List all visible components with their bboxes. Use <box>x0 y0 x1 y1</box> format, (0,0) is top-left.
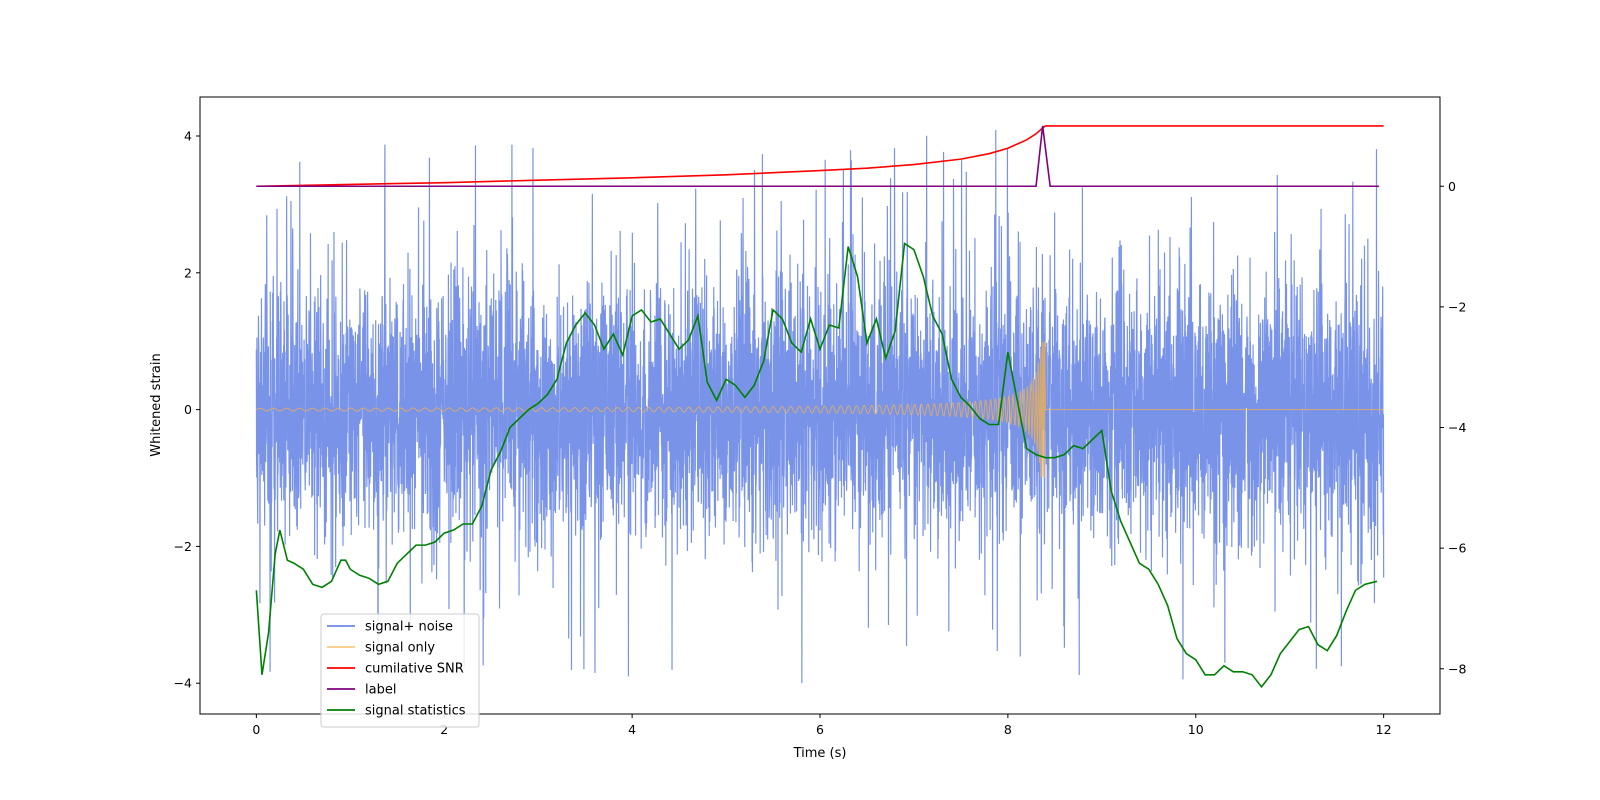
x-axis-title: Time (s) <box>793 746 847 761</box>
y-tick-label: −2 <box>174 539 192 554</box>
y2-tick-label: −6 <box>1448 541 1466 556</box>
series-label <box>256 125 1379 188</box>
x-tick-label: 2 <box>440 722 448 737</box>
y-tick-label: 4 <box>184 128 192 143</box>
series-cumilative-snr <box>256 125 1384 188</box>
legend-box <box>320 613 480 728</box>
y2-tick-label: 0 <box>1448 179 1456 194</box>
x-tick-label: 8 <box>1004 722 1012 737</box>
y-tick-label: 2 <box>184 265 192 280</box>
series-layer <box>255 125 1385 689</box>
x-tick-label: 12 <box>1376 722 1392 737</box>
x-tick-label: 0 <box>252 722 260 737</box>
legend: signal+ noise signal only cumilative SNR la… <box>320 613 480 728</box>
y2-tick-label: −2 <box>1448 299 1466 314</box>
y2-tick-label: −4 <box>1448 420 1466 435</box>
x-tick-label: 4 <box>628 722 636 737</box>
y-tick-label: −4 <box>174 676 192 691</box>
legend-label: signal statistics <box>365 704 466 719</box>
series-signal-noise <box>255 129 1385 684</box>
series-signal-statistics <box>255 242 1378 689</box>
legend-label: signal only <box>365 641 435 656</box>
y-tick-label: 0 <box>184 402 192 417</box>
legend-label: cumilative SNR <box>365 662 464 677</box>
y2-tick-label: −8 <box>1448 661 1466 676</box>
x-tick-label: 10 <box>1188 722 1204 737</box>
legend-label: signal+ noise <box>365 620 453 635</box>
ticks-layer: 0 2 4 6 8 10 12 −4 −2 0 2 4 −8 −6 −4 −2 0 <box>174 128 1467 737</box>
x-tick-label: 6 <box>816 722 824 737</box>
y-axis-title: Whitened strain <box>149 353 164 456</box>
series-signal-only <box>256 341 1384 478</box>
legend-label: label <box>365 683 396 698</box>
